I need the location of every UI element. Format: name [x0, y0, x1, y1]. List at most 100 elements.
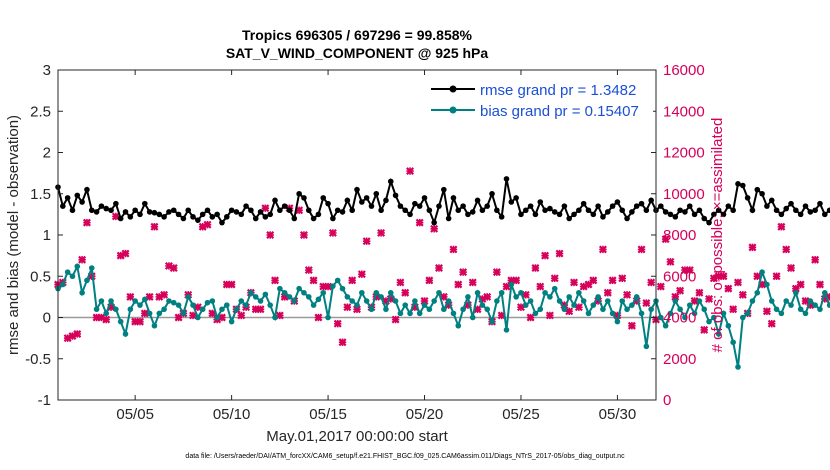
obs-marker: [589, 276, 598, 285]
rmse-series-point: [301, 195, 307, 201]
y-tick-label: 2.5: [30, 103, 51, 120]
legend-bias-marker: [449, 106, 457, 114]
bias-series-point: [638, 310, 645, 317]
bias-series-point: [421, 302, 428, 308]
rmse-series-point: [609, 203, 616, 209]
rmse-series-point: [532, 211, 539, 218]
obs-marker: [642, 299, 651, 308]
rmse-series-point: [286, 207, 293, 214]
rmse-series-point: [142, 200, 148, 207]
rmse-series-point: [672, 214, 679, 220]
obs-marker: [261, 204, 270, 213]
bias-series-point: [349, 298, 355, 304]
bias-series-point: [392, 298, 399, 304]
rmse-series-point: [195, 217, 201, 223]
bias-series-point: [662, 322, 669, 329]
rmse-series-point: [122, 209, 129, 215]
bias-series-point: [576, 289, 582, 296]
bias-series-point: [397, 310, 404, 317]
bias-series-point: [98, 298, 105, 304]
obs-marker: [377, 228, 386, 237]
rmse-series-point: [233, 209, 240, 215]
obs-marker: [700, 325, 709, 334]
bias-series-point: [257, 298, 264, 304]
bias-series-point: [310, 302, 317, 308]
rmse-series-point: [542, 207, 548, 214]
bias-series-point: [204, 299, 211, 306]
rmse-series-point: [778, 211, 785, 218]
legend-bias-label: bias grand pr = 0.15407: [480, 103, 639, 120]
obs-marker: [353, 305, 361, 314]
rmse-series-point: [826, 207, 830, 214]
obs-marker: [328, 228, 337, 237]
y-right-tick-label: 6000: [663, 268, 696, 285]
bias-series-point: [84, 277, 90, 284]
bias-series-point: [571, 302, 577, 308]
obs-marker: [116, 251, 125, 260]
obs-marker: [729, 305, 738, 314]
rmse-series-point: [79, 199, 85, 205]
obs-marker: [169, 264, 178, 272]
rmse-series-point: [166, 209, 172, 215]
rmse-series-point: [793, 207, 799, 214]
rmse-series-point: [243, 203, 249, 209]
y-tick-label: 2: [43, 145, 51, 162]
bias-series-point: [580, 298, 587, 304]
bias-series-point: [720, 310, 727, 317]
bias-series-point: [730, 339, 736, 346]
bias-series-point: [219, 306, 225, 313]
rmse-series-point: [69, 207, 76, 214]
rmse-series-point: [88, 207, 95, 214]
rmse-series-point: [98, 203, 105, 209]
plot-area: [58, 70, 656, 400]
y-tick-label: 0.5: [30, 268, 51, 285]
obs-marker: [435, 264, 443, 272]
rmse-series-point: [629, 209, 635, 215]
obs-marker: [140, 309, 149, 318]
rmse-series-point: [648, 197, 654, 204]
obs-marker: [406, 167, 415, 176]
rmse-series-point: [662, 209, 669, 215]
bias-series-point: [802, 310, 809, 317]
obs-marker: [772, 272, 781, 281]
rmse-series-point: [711, 211, 717, 218]
rmse-series-point: [759, 190, 765, 197]
bias-series-point: [797, 306, 804, 313]
rmse-series-point: [436, 203, 442, 209]
y-right-tick-label: 10000: [663, 186, 705, 203]
bias-series-point: [325, 314, 331, 321]
obs-marker: [333, 319, 342, 328]
rmse-series-point: [113, 200, 119, 207]
bias-series-point: [166, 298, 172, 304]
bias-series-point: [793, 289, 799, 296]
bias-series-point: [749, 298, 756, 304]
rmse-series-point: [305, 207, 312, 214]
rmse-series-point: [272, 197, 278, 204]
bias-series-point: [484, 306, 491, 313]
bias-series-point: [334, 277, 341, 284]
bias-series-point: [788, 302, 794, 308]
rmse-series-point: [788, 200, 794, 207]
bias-series-point: [132, 298, 138, 304]
rmse-series-point: [146, 209, 153, 215]
rmse-series-point: [412, 200, 418, 207]
obs-marker: [811, 255, 820, 264]
bias-series-point: [609, 310, 616, 317]
bias-series-point: [503, 327, 510, 333]
bias-series-point: [711, 314, 717, 321]
bias-series-point: [754, 289, 761, 296]
rmse-series-point: [325, 200, 331, 207]
rmse-series-point: [103, 205, 110, 212]
rmse-series-point: [60, 203, 66, 209]
bias-series-point: [412, 298, 418, 304]
bias-series-point: [522, 302, 529, 308]
obs-marker: [676, 286, 685, 295]
chart-subtitle: SAT_V_WIND_COMPONENT @ 925 hPa: [226, 45, 489, 61]
bias-series-point: [465, 294, 471, 300]
y-right-tick-label: 2000: [663, 351, 696, 368]
bias-series-point: [175, 302, 182, 308]
rmse-series-point: [228, 207, 235, 214]
bias-series-point: [363, 298, 370, 304]
rmse-series-point: [715, 207, 722, 214]
